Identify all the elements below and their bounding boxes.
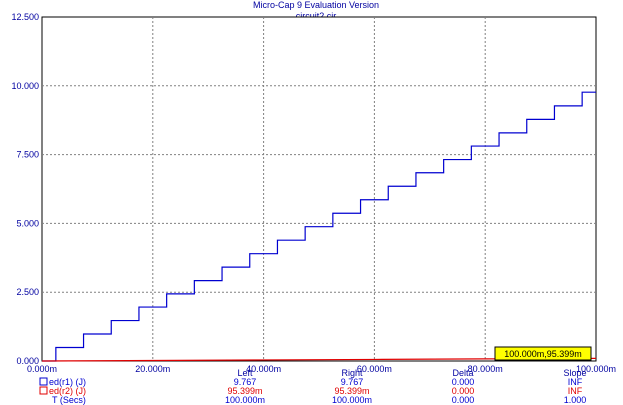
readout-header: Delta — [452, 368, 473, 378]
annotation-box — [494, 346, 592, 361]
chart-title: Micro-Cap 9 Evaluation Version — [253, 0, 379, 10]
readout-row-label: ed(r2) (J) — [49, 386, 86, 396]
readout-header: Slope — [563, 368, 586, 378]
x-tick-label: 80.000m — [468, 364, 503, 374]
x-tick-label: 20.000m — [135, 364, 170, 374]
readout-table: Left Right Delta Slope ed(r1) (J) 9.767 9.767 0… — [39, 368, 587, 405]
readout-value: 0.000 — [452, 386, 475, 396]
y-tick-label: 2.500 — [16, 287, 39, 297]
grid — [42, 17, 596, 361]
readout-value: 1.000 — [564, 395, 587, 405]
plot-area — [41, 16, 597, 362]
series-line-1 — [42, 91, 596, 362]
y-tick-label: 10.000 — [11, 81, 39, 91]
legend-swatch — [39, 377, 48, 386]
readout-row-label: ed(r1) (J) — [49, 377, 86, 387]
annotation-label: 100.000m,95.399m — [504, 349, 582, 359]
x-tick-label: 40.000m — [246, 364, 281, 374]
readout-value: 0.000 — [452, 377, 475, 387]
x-tick-label: 0.000m — [27, 364, 57, 374]
y-tick-label: 7.500 — [16, 150, 39, 160]
readout-value: 9.767 — [341, 377, 364, 387]
y-tick-label: 5.000 — [16, 218, 39, 228]
readout-value: INF — [568, 386, 583, 396]
cursor-annotation: 100.000m,95.399m — [494, 346, 592, 361]
readout-value: INF — [568, 377, 583, 387]
y-tick-label: 0.000 — [16, 356, 39, 366]
readout-value: 9.767 — [234, 377, 257, 387]
tick-labels: 0.000m 20.000m 40.000m 60.000m 80.000m 100.00… — [11, 12, 616, 374]
readout-value: 95.399m — [227, 386, 262, 396]
chart-subtitle: circuit2.cir — [296, 11, 337, 21]
readout-value: 100.000m — [225, 395, 265, 405]
y-tick-label: 12.500 — [11, 12, 39, 22]
readout-header: Left — [237, 368, 253, 378]
x-tick-label: 60.000m — [357, 364, 392, 374]
x-tick-label: 100.000m — [576, 364, 616, 374]
readout-header: Right — [341, 368, 363, 378]
readout-value: 95.399m — [334, 386, 369, 396]
readout-value: 0.000 — [452, 395, 475, 405]
readout-value: 100.000m — [332, 395, 372, 405]
legend-swatch — [39, 386, 48, 395]
readout-row-label: T (Secs) — [52, 395, 86, 405]
